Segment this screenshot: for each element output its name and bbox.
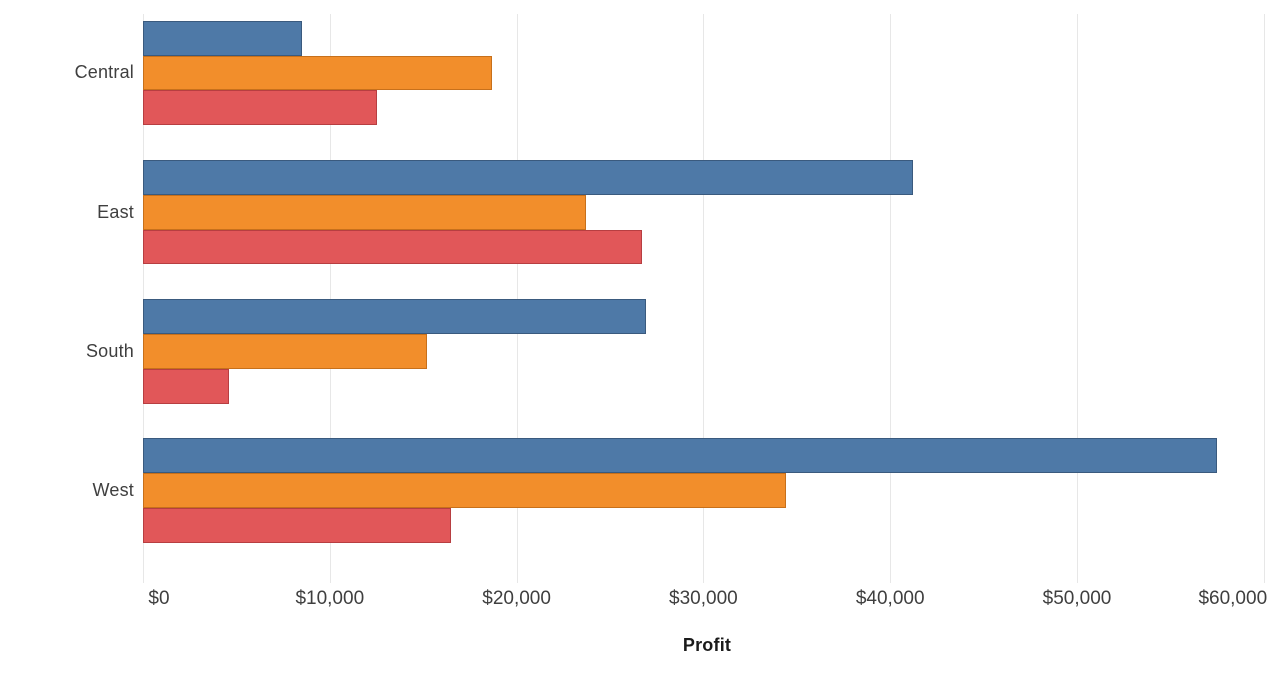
x-tick-label: $0 <box>148 588 170 609</box>
x-tick-label: $60,000 <box>1198 588 1268 609</box>
bar-west-orange-series[interactable] <box>143 473 786 509</box>
gridline <box>1263 14 1265 583</box>
bar-west-blue-series[interactable] <box>143 438 1218 474</box>
bar-central-blue-series[interactable] <box>143 20 302 56</box>
gridline <box>143 14 144 583</box>
x-tick-label: $10,000 <box>295 588 365 609</box>
bar-south-blue-series[interactable] <box>143 299 646 335</box>
bar-east-orange-series[interactable] <box>143 194 586 230</box>
x-tick-label: $50,000 <box>1042 588 1112 609</box>
bar-west-red-series[interactable] <box>143 508 452 543</box>
x-axis-title: Profit <box>682 635 732 655</box>
category-label-west[interactable]: West <box>92 480 134 501</box>
x-tick-label: $20,000 <box>482 588 551 609</box>
x-tick-label: $30,000 <box>669 588 738 609</box>
bar-central-orange-series[interactable] <box>143 55 493 91</box>
gridline <box>516 14 518 583</box>
bar-east-blue-series[interactable] <box>143 159 913 195</box>
bar-south-orange-series[interactable] <box>143 334 427 369</box>
x-tick-label: $40,000 <box>855 588 925 609</box>
gridline <box>329 14 331 583</box>
gridline <box>1077 14 1078 583</box>
category-label-south[interactable]: South <box>85 340 134 361</box>
gridline <box>703 14 705 583</box>
bar-east-red-series[interactable] <box>143 229 642 265</box>
gridline <box>890 14 892 583</box>
bar-central-red-series[interactable] <box>143 90 377 126</box>
bar-south-red-series[interactable] <box>143 368 229 404</box>
category-label-east[interactable]: East <box>97 201 134 222</box>
category-label-central[interactable]: Central <box>74 62 134 83</box>
